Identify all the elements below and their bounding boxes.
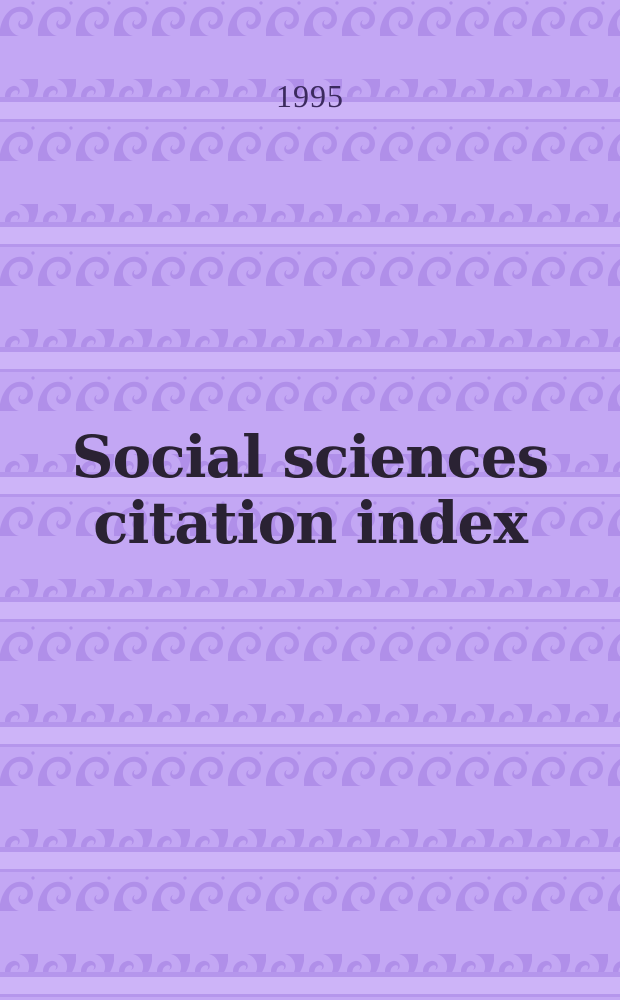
cover-title: Social sciences citation index	[0, 424, 620, 556]
title-line-2: citation index	[93, 489, 528, 557]
cover-year: 1995	[276, 78, 344, 114]
title-line-1: Social sciences	[71, 423, 550, 491]
